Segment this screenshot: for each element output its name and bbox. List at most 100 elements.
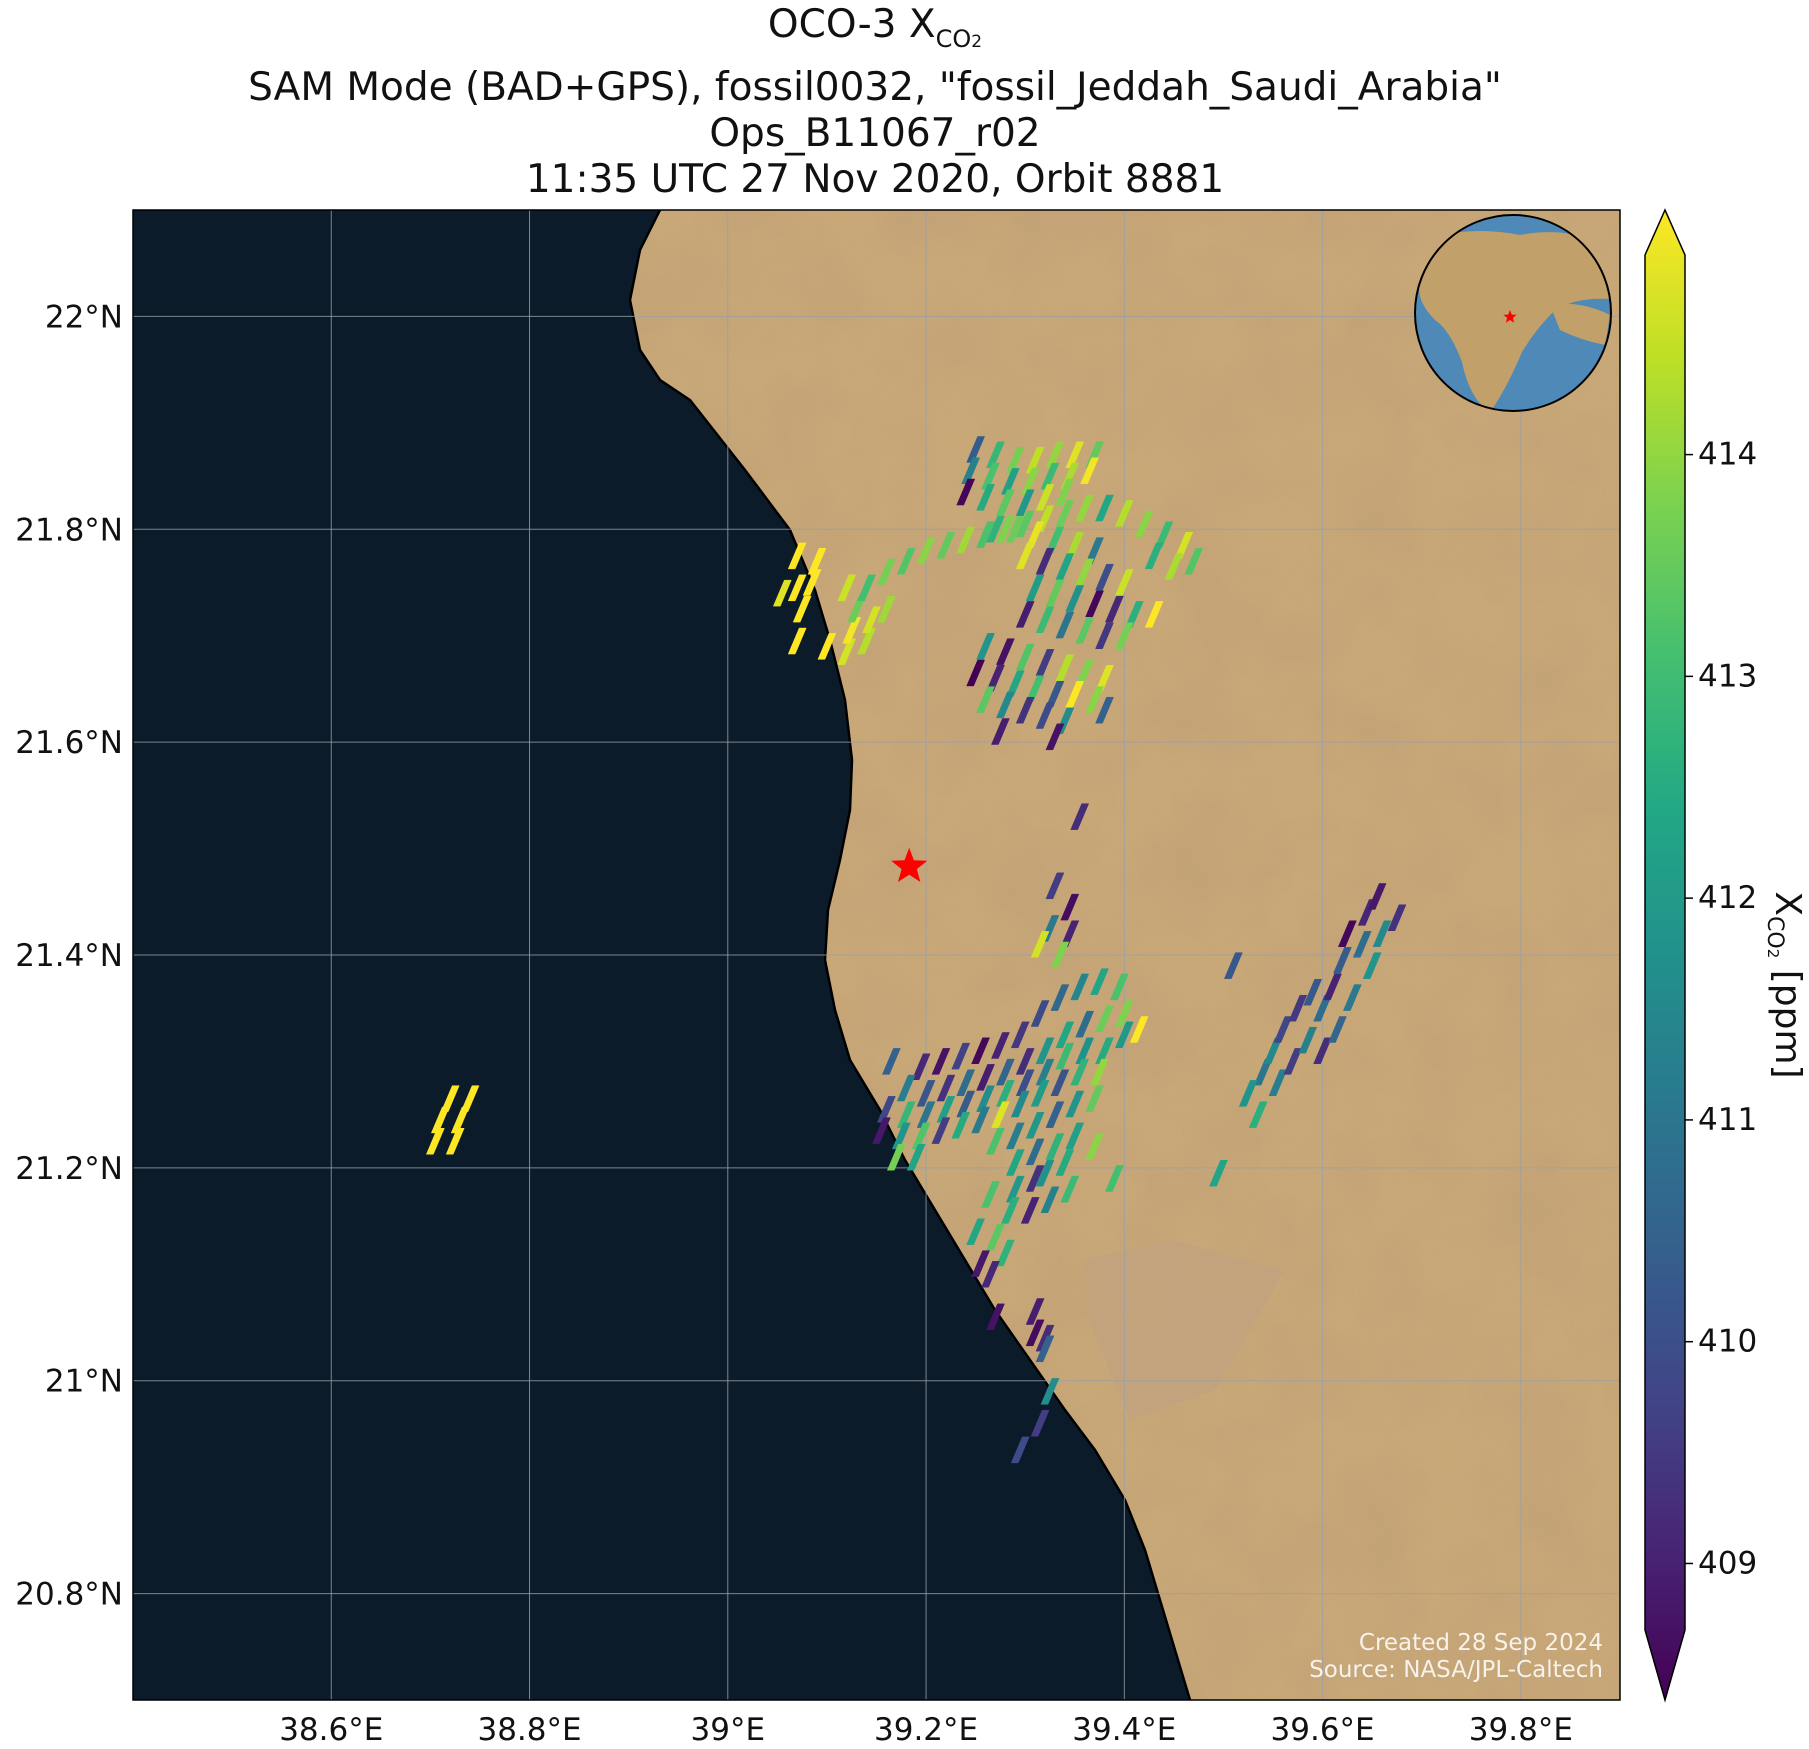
xco2-sounding: [1387, 904, 1407, 931]
xco2-sounding: [1030, 931, 1050, 958]
xco2-sounding: [1085, 1133, 1104, 1160]
xco2-sounding: [1075, 494, 1095, 522]
lat-tick-label: 21.4°N: [15, 938, 123, 974]
xco2-sounding: [877, 595, 896, 623]
xco2-sounding: [1010, 1436, 1030, 1464]
xco2-sounding: [976, 1064, 995, 1091]
latitude-ticks: 22°N 21.8°N 21.6°N 21.4°N 21.2°N 21°N 20.8°N: [15, 299, 123, 1612]
xco2-sounding: [1040, 1186, 1060, 1214]
inset-globe: [1414, 214, 1612, 412]
target-star-marker: [891, 847, 928, 882]
xco2-sounding: [1050, 984, 1070, 1011]
xco2-sounding: [1055, 1042, 1075, 1070]
xco2-sounding: [1045, 723, 1065, 751]
xco2-sounding: [1035, 1335, 1055, 1363]
lon-tick-label: 39.6°E: [1271, 1712, 1375, 1748]
xco2-sounding: [1035, 1037, 1055, 1065]
lon-tick-label: 39°E: [691, 1712, 766, 1748]
xco2-sounding: [976, 521, 995, 548]
globe-star-icon: [1503, 310, 1517, 323]
xco2-sounding: [1035, 649, 1055, 676]
xco2-soundings: [425, 436, 1407, 1464]
colorbar-tick-label: 412: [1698, 880, 1757, 916]
xco2-sounding: [1040, 1378, 1060, 1405]
xco2-sounding: [886, 1143, 906, 1171]
sand-patch: [1085, 1240, 1285, 1420]
xco2-sounding: [1238, 1080, 1258, 1107]
colorbar-tick-label: 410: [1698, 1324, 1757, 1360]
xco2-sounding: [1005, 516, 1025, 543]
xco2-sounding: [425, 1128, 445, 1155]
xco2-sounding: [1144, 542, 1164, 570]
xco2-sounding: [981, 1181, 1000, 1208]
xco2-sounding: [1362, 952, 1382, 979]
xco2-sounding: [971, 1037, 990, 1065]
xco2-sounding: [1323, 973, 1342, 1001]
xco2-sounding: [936, 1074, 956, 1102]
colorbar-ticks: 409 410 411 412 413 414: [1685, 437, 1757, 1581]
lat-tick-label: 20.8°N: [15, 1577, 123, 1613]
xco2-sounding: [787, 542, 807, 570]
xco2-sounding: [1015, 643, 1035, 671]
xco2-sounding: [1114, 1021, 1134, 1049]
xco2-sounding: [857, 574, 876, 602]
map-panel[interactable]: [133, 210, 1620, 1700]
globe-outline: [1414, 214, 1612, 412]
colorbar-body: [1644, 208, 1686, 1703]
xco2-sounding: [772, 579, 792, 607]
xco2-sounding: [1095, 494, 1114, 522]
xco2-sounding: [1025, 1319, 1045, 1347]
lon-tick-label: 39.4°E: [1072, 1712, 1176, 1748]
xco2-sounding: [906, 1143, 926, 1171]
xco2-sounding: [1000, 1197, 1020, 1224]
xco2-sounding: [1030, 1080, 1050, 1107]
xco2-sounding: [995, 489, 1015, 516]
xco2-sounding: [792, 595, 812, 623]
credits: Created 28 Sep 2024 Source: NASA/JPL-Cal…: [1309, 1630, 1603, 1684]
globe-continents: [1419, 231, 1611, 411]
xco2-sounding: [1338, 920, 1357, 947]
xco2-sounding: [936, 532, 956, 559]
xco2-sounding: [896, 547, 916, 575]
lat-tick-label: 21°N: [45, 1364, 123, 1400]
colorbar-tick-label: 413: [1698, 658, 1757, 694]
xco2-sounding: [995, 516, 1015, 543]
xco2-sounding: [1070, 973, 1090, 1001]
xco2-sounding: [1045, 872, 1065, 900]
xco2-sounding: [1303, 979, 1323, 1006]
xco2-sounding: [1065, 681, 1085, 708]
xco2-sounding: [971, 1106, 990, 1134]
xco2-sounding: [1060, 893, 1080, 921]
xco2-sounding: [1085, 590, 1104, 618]
xco2-sounding: [956, 526, 976, 554]
lon-tick-label: 39.8°E: [1469, 1712, 1573, 1748]
xco2-sounding: [857, 627, 876, 655]
xco2-sounding: [1075, 617, 1095, 644]
xco2-sounding: [1080, 457, 1100, 484]
xco2-sounding: [1010, 1021, 1030, 1049]
xco2-sounding: [1333, 947, 1352, 974]
xco2-sounding: [1045, 579, 1065, 607]
title-line-2: SAM Mode (BAD+GPS), fossil0032, "fossil_…: [248, 65, 1502, 110]
xco2-sounding: [1035, 547, 1055, 575]
xco2-sounding: [1020, 1197, 1040, 1224]
credits-created: Created 28 Sep 2024: [1358, 1630, 1603, 1656]
xco2-sounding: [842, 617, 862, 644]
xco2-sounding: [1035, 702, 1055, 729]
xco2-sounding: [966, 1218, 986, 1245]
xco2-sounding: [1065, 1090, 1085, 1118]
xco2-sounding: [995, 691, 1015, 719]
xco2-sounding: [1085, 1085, 1104, 1112]
xco2-sounding: [445, 1128, 465, 1155]
gridlines: [133, 210, 1620, 1700]
xco2-sounding: [1090, 968, 1109, 995]
xco2-sounding: [1035, 606, 1055, 633]
xco2-sounding: [802, 569, 822, 596]
xco2-sounding: [976, 484, 995, 511]
xco2-sounding: [837, 638, 857, 665]
xco2-sounding: [1095, 563, 1114, 591]
xco2-sounding: [896, 1074, 916, 1102]
xco2-sounding: [1055, 500, 1075, 527]
xco2-sounding: [1065, 1122, 1085, 1150]
colorbar-tick-label: 414: [1698, 437, 1757, 473]
